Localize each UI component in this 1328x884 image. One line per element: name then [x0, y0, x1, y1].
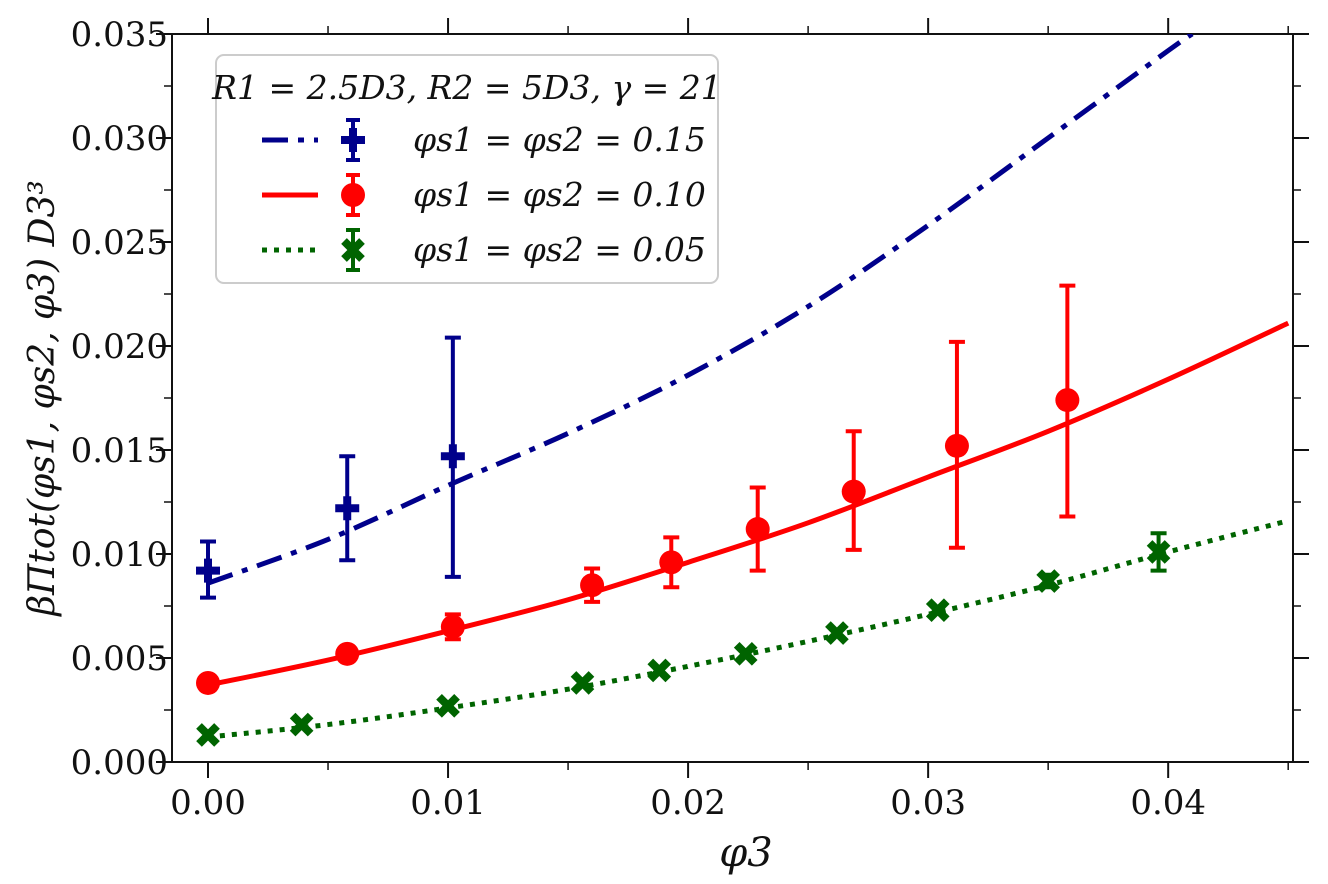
point-marker: [335, 496, 360, 521]
data-point: [440, 335, 465, 579]
data-point: [745, 485, 770, 573]
point-marker: [1146, 540, 1171, 564]
point-marker: [647, 658, 672, 683]
data-point: [196, 670, 221, 695]
data-point: [570, 671, 595, 695]
point-marker: [440, 614, 465, 639]
legend-label: φs1 = φs2 = 0.05: [413, 230, 706, 269]
x-axis-label: φ3: [719, 830, 772, 876]
legend-label: φs1 = φs2 = 0.15: [413, 120, 706, 159]
point-marker: [196, 558, 221, 583]
y-tick-label: 0.000: [71, 743, 168, 783]
point-marker: [196, 670, 221, 695]
point-marker: [944, 433, 969, 458]
data-point: [196, 723, 220, 747]
series-curve: [207, 34, 1194, 586]
legend-entry: φs1 = φs2 = 0.05: [262, 228, 706, 272]
point-marker: [289, 712, 314, 737]
point-marker: [570, 671, 595, 695]
legend-entry: φs1 = φs2 = 0.15: [262, 118, 706, 162]
data-point: [647, 658, 672, 683]
data-point: [944, 339, 969, 550]
legend-marker: [341, 238, 365, 262]
data-point: [925, 598, 950, 622]
point-marker: [196, 723, 220, 747]
y-tick-label: 0.020: [71, 327, 168, 367]
y-tick-label: 0.035: [71, 15, 168, 55]
data-point: [289, 712, 314, 737]
point-marker: [925, 598, 950, 622]
y-tick-label: 0.030: [71, 119, 168, 159]
data-point: [440, 612, 465, 642]
point-marker: [733, 642, 758, 666]
series-curve: [207, 320, 1290, 688]
y-axis-label: βΠtot(φs1, φs2, φ3) D3³: [22, 180, 63, 618]
data-point: [1055, 283, 1080, 519]
legend-marker: [341, 128, 365, 152]
data-point: [841, 429, 866, 552]
data-point: [436, 694, 460, 718]
series-curve: [207, 518, 1289, 740]
point-marker: [335, 641, 360, 666]
x-tick-label: 0.01: [410, 783, 486, 823]
legend-title: R1 = 2.5D3, R2 = 5D3, γ = 21: [211, 68, 722, 107]
legend-marker: [341, 183, 365, 207]
model-curves: [207, 34, 1290, 740]
point-marker: [659, 550, 684, 575]
data-point: [825, 621, 849, 645]
x-tick-label: 0.04: [1130, 783, 1206, 823]
y-tick-label: 0.025: [71, 223, 168, 263]
legend: R1 = 2.5D3, R2 = 5D3, γ = 21 φs1 = φs2 =…: [211, 54, 722, 284]
data-point: [1036, 569, 1060, 593]
point-marker: [1055, 388, 1080, 413]
legend-entries: φs1 = φs2 = 0.15 φs1 = φs2 = 0.10 φs1 = φs…: [262, 118, 706, 272]
legend-entry: φs1 = φs2 = 0.10: [262, 173, 706, 217]
x-tick-label: 0.02: [650, 783, 726, 823]
y-tick-label: 0.005: [71, 639, 168, 679]
y-tick-label: 0.015: [71, 431, 168, 471]
x-tick-label: 0.00: [170, 783, 246, 823]
data-point: [733, 642, 758, 666]
data-point: [580, 566, 605, 604]
point-marker: [1036, 569, 1060, 593]
legend-box: [215, 54, 719, 284]
point-marker: [841, 479, 866, 504]
data-points: [196, 283, 1171, 747]
legend-label: φs1 = φs2 = 0.10: [413, 175, 706, 214]
y-tick-label: 0.010: [71, 535, 168, 575]
data-point: [335, 641, 360, 666]
data-point: [335, 454, 360, 563]
point-marker: [745, 517, 770, 542]
data-point: [659, 535, 684, 590]
point-marker: [580, 573, 605, 598]
point-marker: [436, 694, 460, 718]
data-point: [196, 539, 221, 600]
point-marker: [825, 621, 849, 645]
x-tick-label: 0.03: [890, 783, 966, 823]
axis-ticks: 0.00 0.01 0.02 0.03 0.04 0.000 0.005 0.010 0.015…: [71, 15, 1309, 823]
data-point: [1146, 531, 1171, 573]
point-marker: [440, 444, 465, 469]
